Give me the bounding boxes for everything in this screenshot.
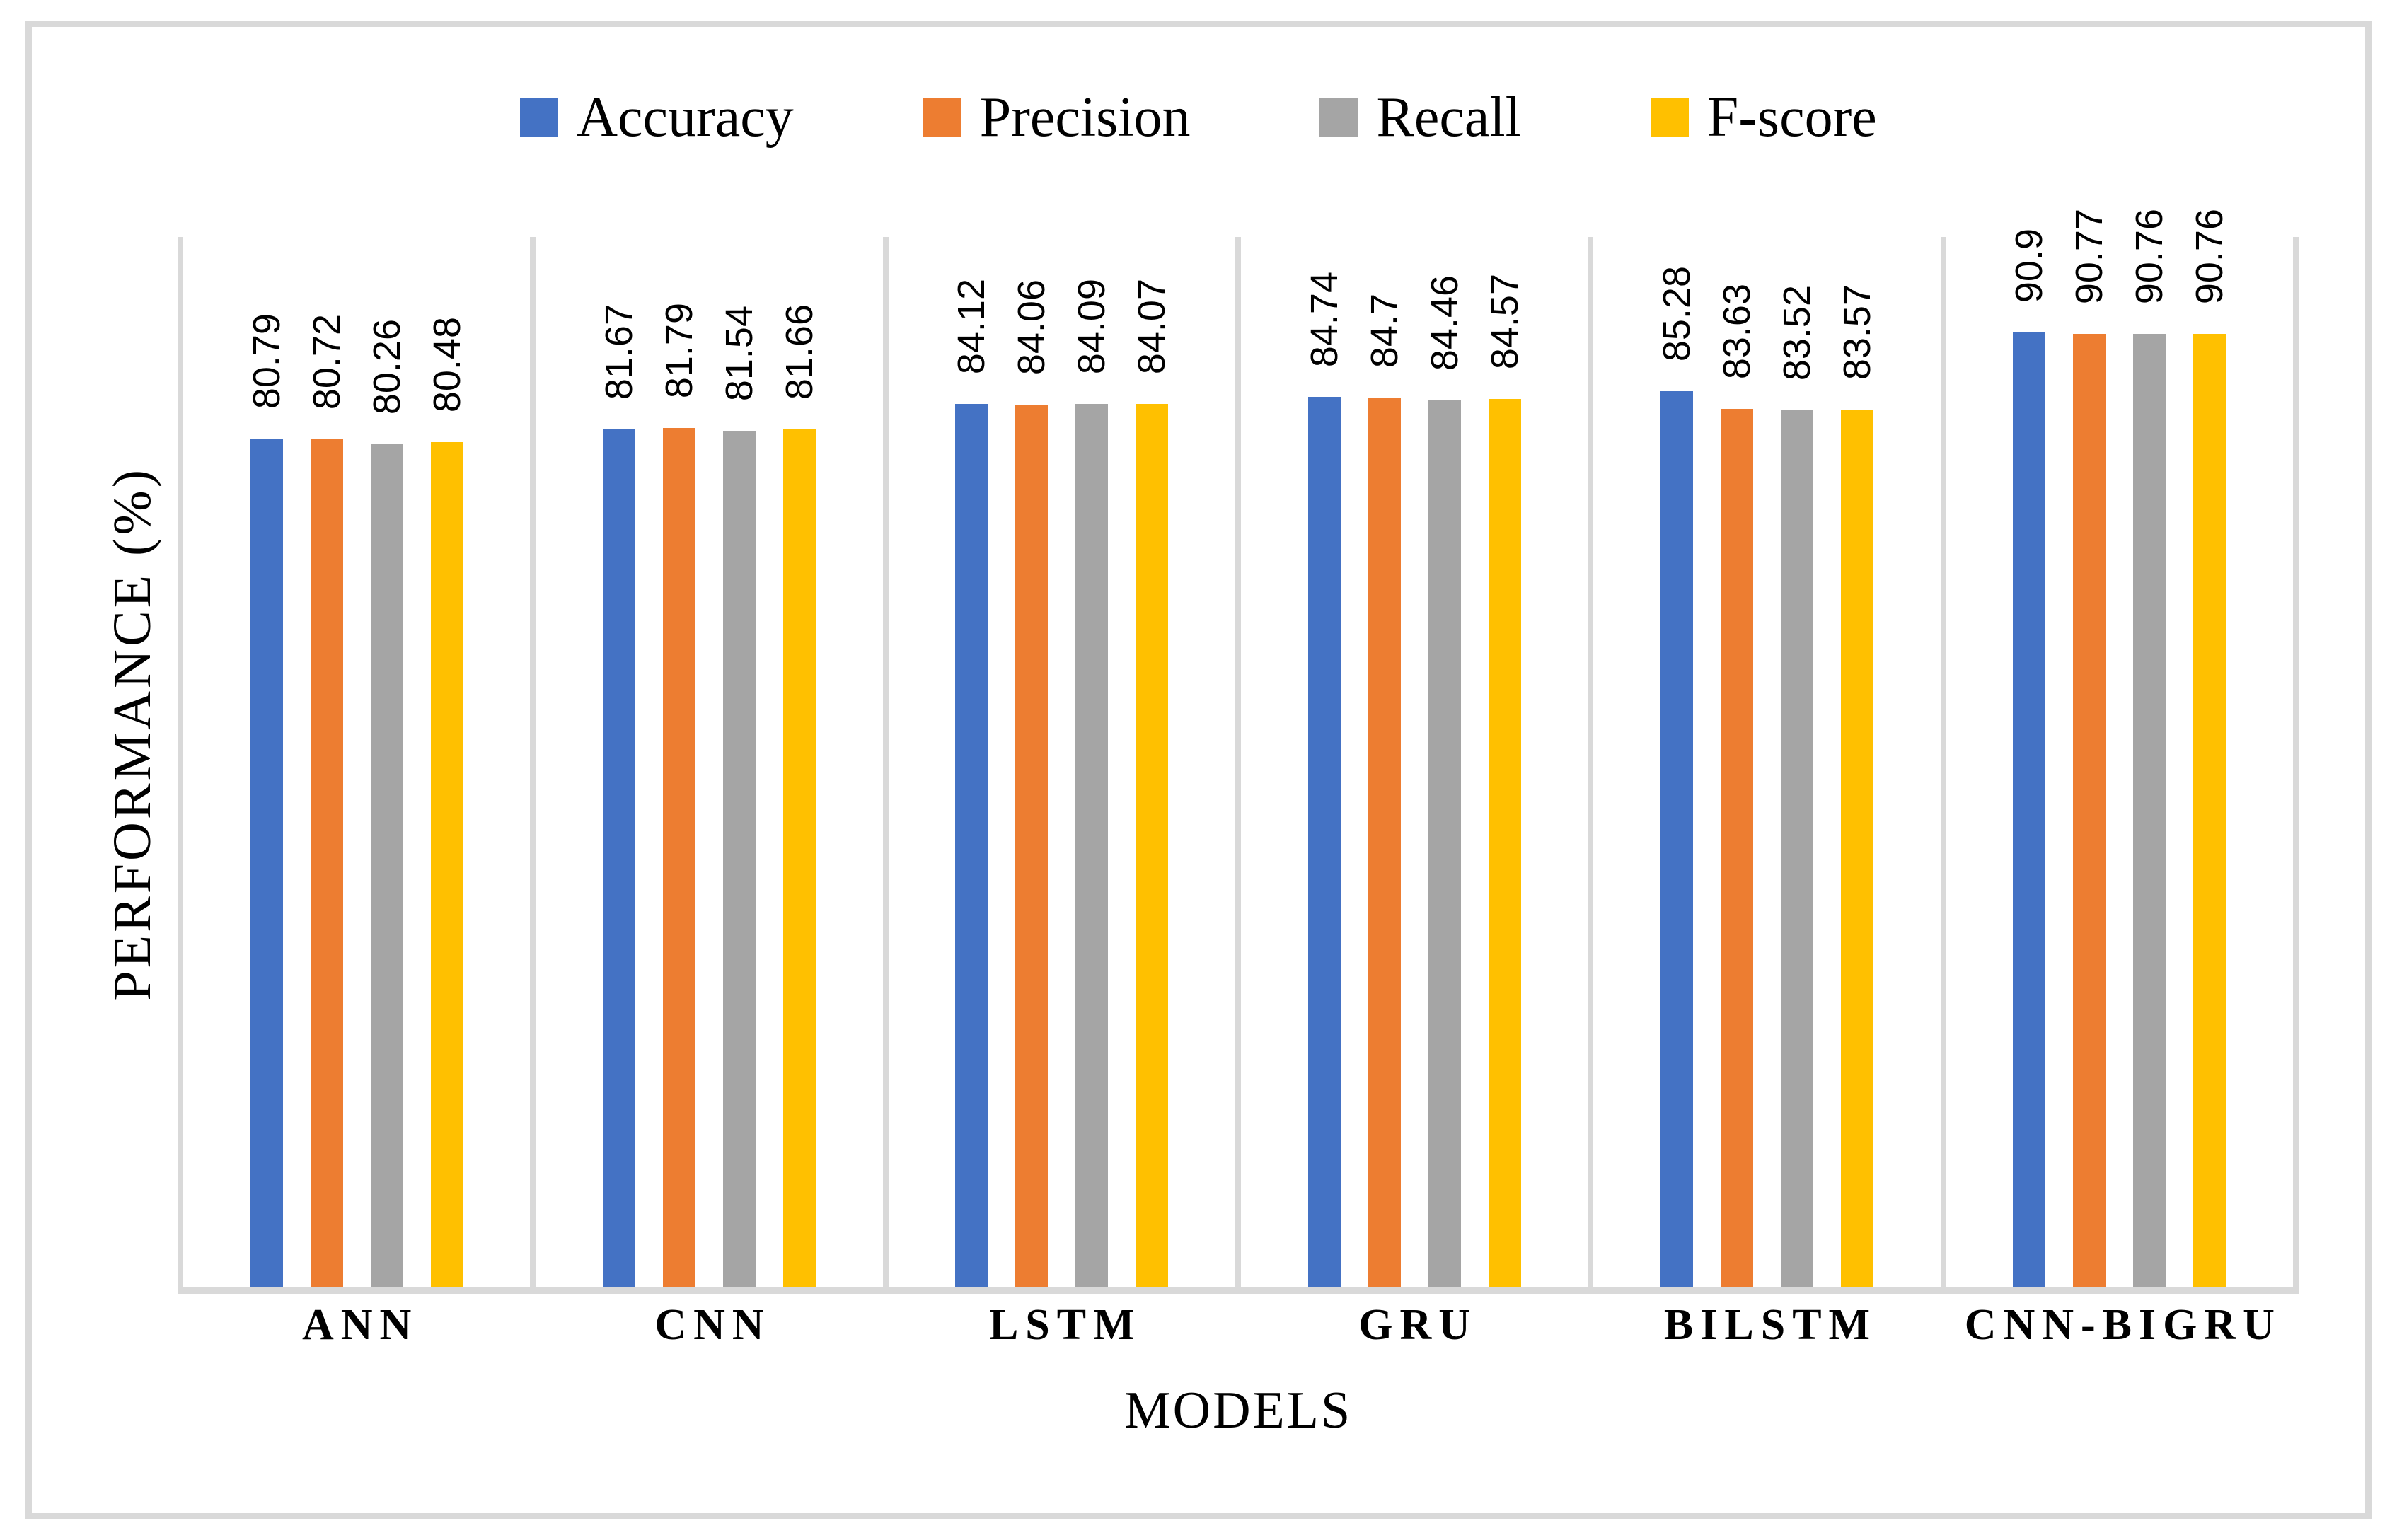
data-label-accuracy-cnn: 81.67 bbox=[598, 303, 640, 400]
category-gridline bbox=[1588, 237, 1594, 1287]
bar-f-score-bilstm bbox=[1841, 410, 1873, 1287]
category-gridline bbox=[178, 237, 183, 1287]
data-label-recall-ann: 80.26 bbox=[366, 318, 408, 415]
data-label-accuracy-gru: 84.74 bbox=[1303, 271, 1346, 367]
legend-item-accuracy: Accuracy bbox=[520, 86, 794, 149]
bar-accuracy-cnn bbox=[603, 429, 635, 1287]
category-gridline bbox=[882, 237, 889, 1287]
x-axis-label-bilstm: BILSTM bbox=[1663, 1301, 1878, 1349]
x-axis-title: MODELS bbox=[1124, 1382, 1353, 1440]
legend-swatch-precision bbox=[923, 98, 961, 137]
bar-accuracy-lstm bbox=[955, 404, 988, 1287]
bar-f-score-lstm bbox=[1136, 404, 1169, 1287]
legend-label-f-score: F-score bbox=[1706, 86, 1877, 149]
data-label-accuracy-lstm: 84.12 bbox=[950, 278, 993, 374]
x-axis-label-cnn-bigru: CNN-BIGRU bbox=[1964, 1301, 2282, 1349]
bar-f-score-cnn-bigru bbox=[2193, 334, 2226, 1287]
data-label-accuracy-ann: 80.79 bbox=[246, 313, 288, 409]
bar-precision-ann bbox=[310, 439, 343, 1287]
bar-precision-bilstm bbox=[1721, 409, 1753, 1287]
legend-swatch-recall bbox=[1319, 98, 1358, 137]
bar-recall-gru bbox=[1428, 400, 1461, 1287]
bar-f-score-cnn bbox=[783, 429, 816, 1287]
bar-recall-bilstm bbox=[1781, 410, 1813, 1287]
legend-label-recall: Recall bbox=[1376, 86, 1521, 149]
data-label-precision-lstm: 84.06 bbox=[1010, 279, 1053, 375]
bar-recall-ann bbox=[370, 444, 403, 1287]
data-label-precision-cnn-bigru: 90.77 bbox=[2068, 208, 2110, 304]
category-gridline bbox=[1235, 237, 1241, 1287]
bar-precision-cnn bbox=[663, 428, 695, 1287]
bar-precision-cnn-bigru bbox=[2073, 334, 2106, 1287]
data-label-recall-lstm: 84.09 bbox=[1070, 278, 1113, 374]
category-gridline bbox=[530, 237, 536, 1287]
x-axis-line bbox=[178, 1287, 2299, 1294]
bar-precision-gru bbox=[1368, 398, 1401, 1287]
data-label-recall-gru: 84.46 bbox=[1423, 274, 1466, 371]
data-label-precision-cnn: 81.79 bbox=[658, 302, 700, 398]
bar-f-score-gru bbox=[1488, 399, 1521, 1287]
bar-recall-cnn-bigru bbox=[2133, 334, 2166, 1287]
data-label-recall-cnn-bigru: 90.76 bbox=[2128, 208, 2171, 304]
legend-item-recall: Recall bbox=[1319, 86, 1521, 149]
category-gridline bbox=[2293, 237, 2299, 1287]
data-label-accuracy-bilstm: 85.28 bbox=[1656, 265, 1698, 361]
legend-item-precision: Precision bbox=[923, 86, 1191, 149]
y-axis-title: PERFORMANCE (%) bbox=[103, 467, 162, 1001]
data-label-recall-cnn: 81.54 bbox=[718, 305, 761, 401]
bar-recall-cnn bbox=[723, 431, 756, 1287]
category-gridline bbox=[1940, 237, 1946, 1287]
data-label-f-score-gru: 84.57 bbox=[1484, 273, 1526, 369]
bar-recall-lstm bbox=[1075, 404, 1109, 1287]
legend-label-precision: Precision bbox=[979, 86, 1191, 149]
data-label-f-score-bilstm: 83.57 bbox=[1836, 284, 1878, 380]
chart-outer-border bbox=[25, 21, 2372, 1519]
x-axis-label-cnn: CNN bbox=[654, 1301, 771, 1349]
bar-f-score-ann bbox=[430, 442, 463, 1287]
legend-label-accuracy: Accuracy bbox=[577, 86, 794, 149]
x-axis-label-ann: ANN bbox=[302, 1301, 419, 1349]
bar-accuracy-cnn-bigru bbox=[2013, 332, 2046, 1287]
data-label-recall-bilstm: 83.52 bbox=[1776, 284, 1818, 381]
legend-swatch-accuracy bbox=[520, 98, 559, 137]
data-label-f-score-ann: 80.48 bbox=[426, 316, 468, 412]
x-axis-label-gru: GRU bbox=[1358, 1301, 1478, 1349]
data-label-precision-bilstm: 83.63 bbox=[1716, 283, 1758, 379]
bar-precision-lstm bbox=[1015, 405, 1049, 1287]
bar-accuracy-ann bbox=[250, 439, 283, 1287]
data-label-f-score-cnn: 81.66 bbox=[778, 303, 821, 400]
data-label-f-score-lstm: 84.07 bbox=[1131, 278, 1173, 374]
bar-accuracy-bilstm bbox=[1660, 391, 1693, 1287]
data-label-accuracy-cnn-bigru: 90.9 bbox=[2008, 228, 2050, 303]
data-label-precision-ann: 80.72 bbox=[306, 313, 348, 410]
legend-swatch-f-score bbox=[1650, 98, 1689, 137]
legend: Accuracy Precision Recall F-score bbox=[0, 83, 2397, 151]
data-label-precision-gru: 84.7 bbox=[1363, 293, 1406, 368]
x-axis-label-lstm: LSTM bbox=[988, 1301, 1142, 1349]
data-label-f-score-cnn-bigru: 90.76 bbox=[2188, 208, 2231, 304]
legend-item-f-score: F-score bbox=[1650, 86, 1877, 149]
bar-accuracy-gru bbox=[1307, 397, 1341, 1287]
